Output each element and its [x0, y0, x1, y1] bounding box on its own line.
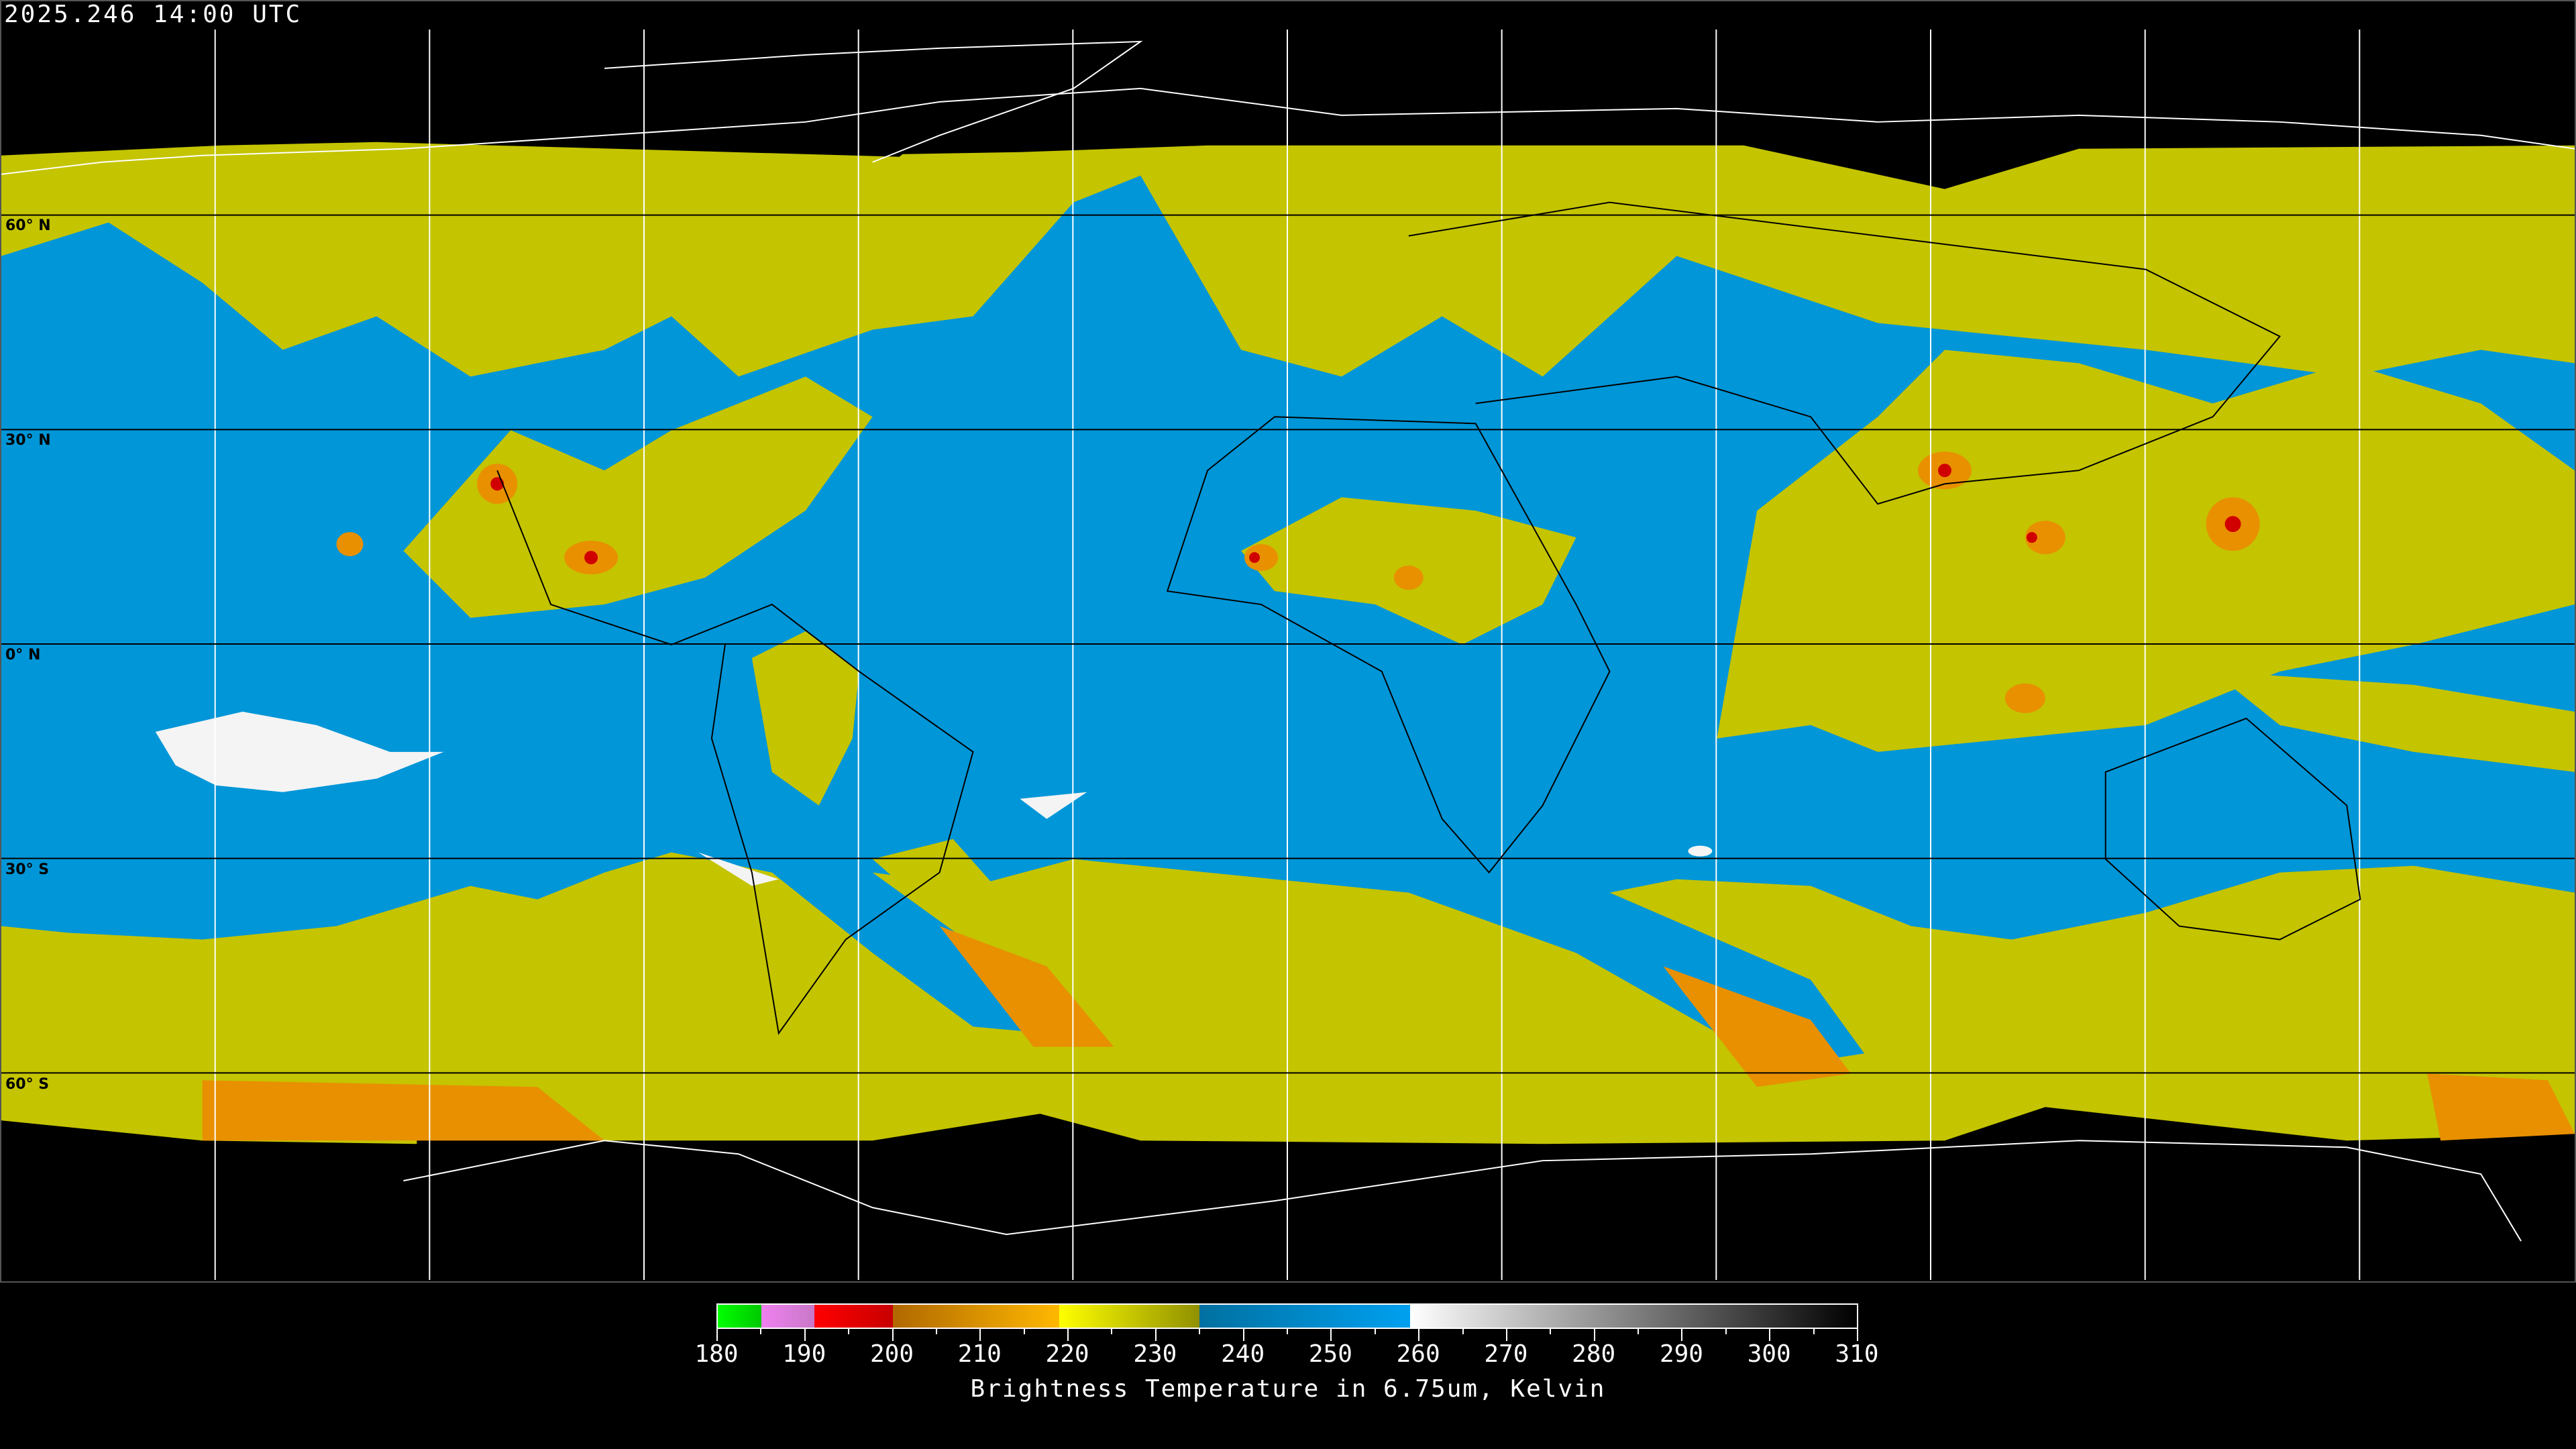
graticule [1, 29, 2575, 1281]
colorbar-tick-label: 290 [1659, 1340, 1703, 1368]
colorbar-tick [1242, 1329, 1244, 1341]
colorbar-segment [1059, 1305, 1200, 1328]
colorbar-tick [1550, 1329, 1552, 1334]
colorbar-tick [1681, 1329, 1683, 1341]
colorbar-tick-label: 190 [782, 1340, 826, 1368]
colorbar-tick [716, 1329, 718, 1341]
colorbar-segment [893, 1305, 1060, 1328]
colorbar-tick [804, 1329, 806, 1341]
lat-label-60n: 60° N [5, 217, 51, 234]
colorbar-tick [848, 1329, 850, 1334]
colorbar-tick-label: 210 [957, 1340, 1002, 1368]
deep-convection-cores [490, 464, 2241, 565]
colorbar-segment [718, 1305, 762, 1328]
colorbar-segment [814, 1305, 894, 1328]
colorbar-title: Brightness Temperature in 6.75um, Kelvin [970, 1375, 1606, 1403]
colorbar-tick [1857, 1329, 1858, 1341]
colorbar-segment [1409, 1305, 1857, 1328]
colorbar-tick [1330, 1329, 1332, 1341]
colorbar-tick [1023, 1329, 1025, 1334]
colorbar-tick-label: 200 [870, 1340, 914, 1368]
colorbar-tick-label: 240 [1221, 1340, 1265, 1368]
colorbar-tick [1813, 1329, 1815, 1334]
colorbar-segment [1199, 1305, 1410, 1328]
lat-label-30s: 30° S [5, 861, 50, 878]
cloud-region-americas [403, 376, 873, 619]
colorbar-tick [1462, 1329, 1464, 1334]
colorbar-tick [1111, 1329, 1113, 1334]
colorbar-tick [1418, 1329, 1420, 1341]
coastlines [1, 40, 2575, 1242]
colorbar-tick [892, 1329, 894, 1341]
timestamp: 2025.246 14:00 UTC [4, 1, 303, 28]
colorbar-tick [1638, 1329, 1640, 1334]
colorbar-tick [1505, 1329, 1507, 1341]
cloud-region-amazon [751, 631, 859, 806]
water-vapor-map: 2025.246 14:00 UTC 60° N 30° N 0° N 30° … [0, 0, 2576, 1283]
colorbar-tick-label: 310 [1835, 1340, 1879, 1368]
colorbar-ticks: 180 190 200 210 220 230 240 250 260 270 280 290 300 3… [694, 1329, 1879, 1369]
colorbar-segment [761, 1305, 814, 1328]
colorbar-tick-label: 230 [1133, 1340, 1177, 1368]
colorbar-tick [1155, 1329, 1157, 1341]
colorbar-tick-label: 180 [694, 1340, 739, 1368]
colorbar-tick [1287, 1329, 1288, 1334]
colorbar-tick [1769, 1329, 1771, 1341]
colorbar-tick-label: 280 [1572, 1340, 1616, 1368]
colorbar-tick [1374, 1329, 1376, 1334]
lat-label-0n: 0° N [5, 647, 41, 663]
satellite-imagery [1, 1, 2575, 1281]
colorbar-tick-label: 260 [1396, 1340, 1440, 1368]
lat-label-60s: 60° S [5, 1076, 50, 1093]
cloud-region-se-america [872, 839, 1007, 953]
colorbar-tick [1199, 1329, 1201, 1334]
colorbar [716, 1303, 1858, 1329]
colorbar-tick [979, 1329, 981, 1341]
colorbar-tick [760, 1329, 762, 1334]
colorbar-tick-label: 270 [1484, 1340, 1528, 1368]
colorbar-tick [1725, 1329, 1727, 1334]
colorbar-tick-label: 220 [1045, 1340, 1089, 1368]
lat-label-30n: 30° N [5, 432, 51, 449]
colorbar-tick-label: 300 [1747, 1340, 1791, 1368]
colorbar-tick [1067, 1329, 1069, 1341]
colorbar-tick [935, 1329, 937, 1334]
colorbar-tick-label: 250 [1308, 1340, 1352, 1368]
cloud-region-pacific-east [2212, 671, 2575, 772]
colorbar-tick [1593, 1329, 1595, 1341]
very-dry-patches [155, 711, 1713, 886]
